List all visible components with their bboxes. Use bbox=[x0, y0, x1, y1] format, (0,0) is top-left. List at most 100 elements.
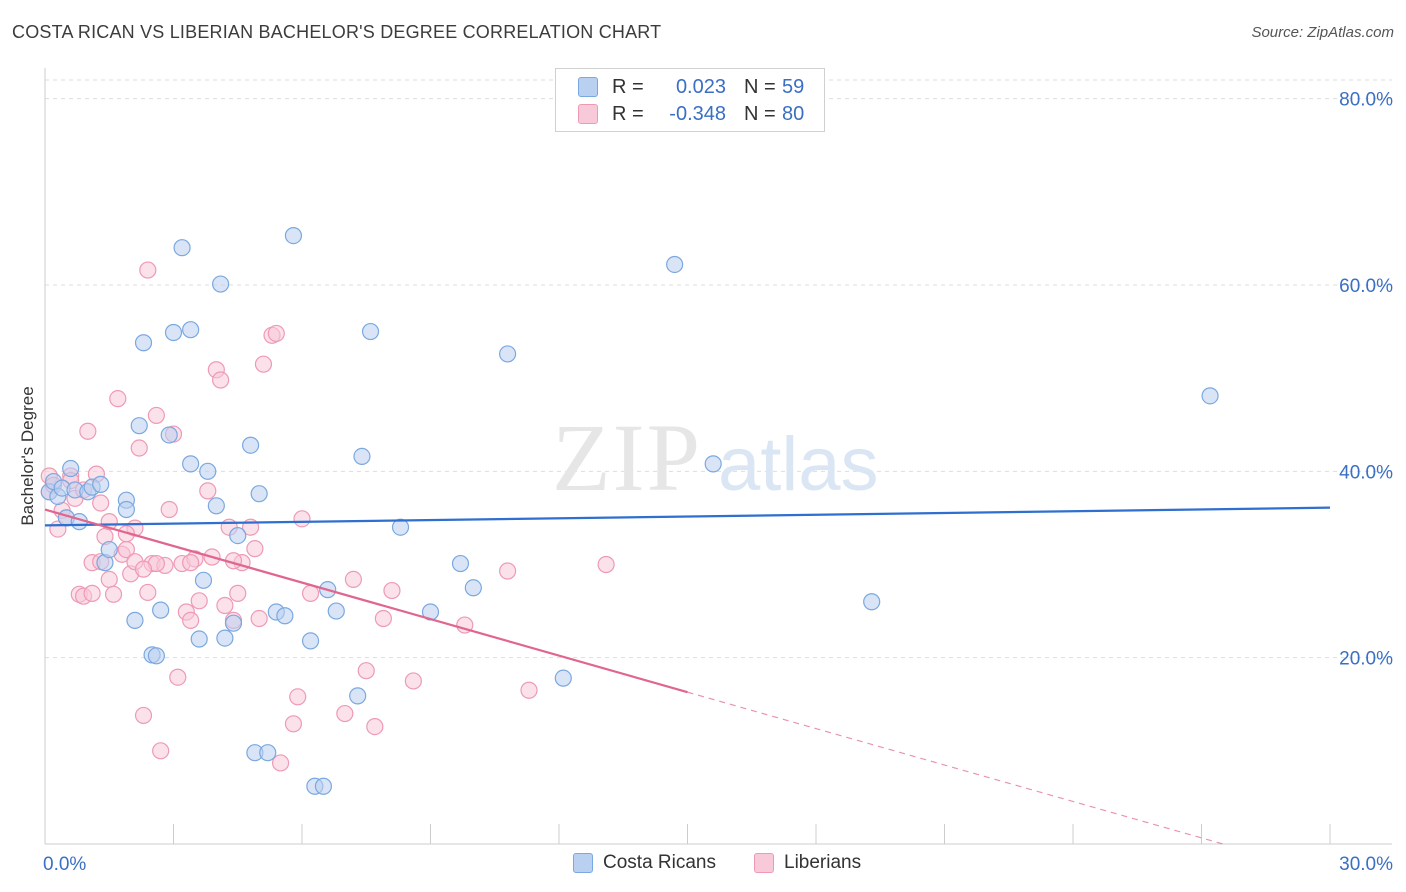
legend-swatch-pink bbox=[754, 853, 774, 873]
data-point bbox=[212, 371, 230, 389]
watermark: ZIP atlas bbox=[552, 404, 879, 511]
data-point bbox=[182, 554, 200, 572]
data-point bbox=[499, 562, 517, 580]
legend-r-label: R = bbox=[612, 75, 644, 98]
data-point bbox=[301, 584, 320, 602]
data-point bbox=[224, 614, 243, 632]
chart-title: COSTA RICAN VS LIBERIAN BACHELOR'S DEGRE… bbox=[12, 22, 662, 42]
data-point bbox=[169, 668, 187, 686]
legend-swatch-blue bbox=[578, 77, 598, 97]
data-point bbox=[366, 718, 384, 736]
liberians-trend-extension bbox=[687, 691, 1224, 845]
watermark-zip: ZIP bbox=[552, 404, 702, 511]
data-point bbox=[357, 662, 375, 680]
data-point bbox=[126, 611, 144, 629]
y-axis-label: Bachelor's Degree bbox=[18, 386, 37, 525]
data-point bbox=[276, 607, 294, 625]
data-point bbox=[666, 255, 684, 274]
data-point bbox=[554, 669, 572, 687]
data-point bbox=[190, 592, 208, 610]
data-point bbox=[182, 455, 200, 473]
x-tick-label: 30.0% bbox=[1339, 854, 1393, 875]
data-point bbox=[212, 275, 230, 293]
y-tick-label: 20.0% bbox=[1339, 649, 1393, 670]
series-legend: Costa Ricans Liberians bbox=[0, 852, 1406, 876]
data-point bbox=[254, 355, 273, 373]
stats-legend: R = 0.023 N = 59 R = -0.348 N = 80 bbox=[555, 68, 825, 132]
data-point bbox=[259, 744, 277, 762]
data-point bbox=[160, 426, 178, 444]
y-tick-label: 60.0% bbox=[1339, 276, 1393, 297]
data-point bbox=[83, 584, 101, 602]
legend-r-value: 0.023 bbox=[675, 75, 726, 98]
y-tick-label: 40.0% bbox=[1339, 462, 1393, 483]
data-point bbox=[327, 602, 345, 620]
data-point bbox=[152, 601, 170, 619]
legend-n-value: 59 bbox=[782, 75, 805, 98]
legend-item-liberians[interactable]: Liberians bbox=[754, 852, 861, 874]
data-point bbox=[152, 742, 170, 760]
data-point bbox=[134, 334, 153, 352]
data-point bbox=[391, 518, 410, 536]
data-point bbox=[194, 571, 213, 589]
legend-r-value: -0.348 bbox=[669, 102, 726, 125]
data-point bbox=[597, 555, 615, 574]
data-point bbox=[349, 687, 367, 705]
data-point bbox=[289, 688, 307, 706]
data-point bbox=[451, 554, 470, 573]
data-point bbox=[147, 406, 165, 425]
data-point bbox=[104, 585, 123, 603]
data-point bbox=[130, 417, 148, 435]
data-point bbox=[361, 322, 380, 341]
data-point bbox=[100, 570, 118, 588]
legend-r-label: R = bbox=[612, 102, 644, 125]
data-point bbox=[229, 527, 247, 545]
legend-row-liberians: R = -0.348 N = 80 bbox=[578, 102, 804, 126]
data-point bbox=[229, 584, 247, 602]
data-point bbox=[147, 647, 165, 665]
data-point bbox=[207, 497, 225, 515]
data-point bbox=[314, 777, 333, 795]
source-label: Source: ZipAtlas.com bbox=[1251, 24, 1394, 41]
legend-item-label: Costa Ricans bbox=[603, 852, 716, 873]
data-point bbox=[383, 581, 401, 600]
data-point bbox=[109, 390, 127, 408]
data-point bbox=[271, 754, 290, 772]
trend-lines bbox=[44, 506, 1331, 845]
data-point bbox=[79, 422, 97, 440]
data-point bbox=[284, 226, 303, 245]
legend-n-value: 80 bbox=[782, 102, 805, 125]
tick-labels: 20.0% 40.0% 60.0% 80.0% 0.0% 30.0% bbox=[43, 90, 1393, 875]
data-point bbox=[182, 611, 200, 629]
legend-item-costa-ricans[interactable]: Costa Ricans bbox=[573, 852, 716, 874]
data-point bbox=[92, 494, 110, 512]
data-point bbox=[190, 630, 208, 648]
data-point bbox=[216, 596, 234, 615]
data-point bbox=[130, 439, 148, 457]
data-point bbox=[464, 579, 482, 597]
legend-swatch-pink bbox=[578, 104, 598, 124]
data-point bbox=[404, 672, 422, 690]
gridlines bbox=[45, 79, 1392, 659]
data-point bbox=[520, 681, 538, 699]
data-point bbox=[704, 455, 722, 473]
watermark-atlas: atlas bbox=[718, 422, 879, 507]
legend-n-label: N = bbox=[744, 102, 776, 125]
data-point bbox=[134, 560, 153, 578]
costa-ricans-trend-line bbox=[44, 506, 1331, 527]
data-point bbox=[353, 447, 371, 466]
data-point bbox=[284, 715, 303, 733]
data-point bbox=[246, 540, 264, 558]
data-point bbox=[199, 462, 217, 480]
data-point bbox=[250, 609, 268, 628]
data-point bbox=[199, 482, 217, 500]
data-point bbox=[250, 485, 268, 503]
liberians-points bbox=[40, 261, 615, 772]
data-point bbox=[173, 239, 191, 257]
data-point bbox=[242, 436, 260, 454]
data-point bbox=[164, 323, 183, 342]
legend-n-label: N = bbox=[744, 75, 776, 98]
data-point bbox=[216, 629, 234, 647]
data-point bbox=[160, 500, 178, 519]
